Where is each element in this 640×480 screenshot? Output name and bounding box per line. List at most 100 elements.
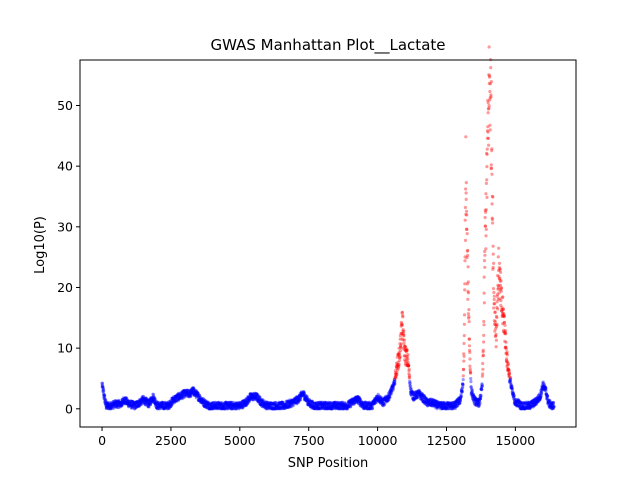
snp-point: [269, 401, 273, 405]
snp-point: [231, 400, 235, 404]
snp-point: [139, 397, 143, 402]
snp-point: [469, 377, 473, 381]
snp-point: [213, 404, 217, 408]
snp-point: [269, 401, 274, 405]
snp-point: [255, 393, 259, 398]
snp-point: [164, 402, 168, 406]
snp-point: [229, 400, 233, 404]
snp-point: [393, 379, 397, 383]
snp-point: [268, 401, 272, 405]
snp-point: [195, 390, 199, 394]
snp-point: [167, 405, 171, 409]
snp-point: [160, 404, 164, 408]
snp-point: [135, 404, 139, 408]
snp-point: [162, 405, 166, 409]
snp-point: [231, 406, 235, 410]
snp-point: [100, 381, 104, 385]
snp-point: [490, 217, 495, 222]
snp-point: [177, 397, 181, 401]
snp-point: [202, 403, 206, 407]
snp-point: [239, 401, 243, 405]
snp-point: [116, 405, 120, 410]
snp-point: [111, 403, 115, 407]
snp-point: [406, 352, 410, 357]
snp-point: [156, 402, 160, 406]
snp-point: [197, 394, 202, 398]
snp-point: [103, 398, 107, 402]
snp-point: [149, 396, 153, 400]
snp-point: [128, 403, 132, 407]
snp-point: [233, 404, 237, 408]
snp-point: [103, 401, 107, 406]
snp-point: [141, 399, 145, 403]
snp-point: [263, 406, 267, 410]
snp-point: [512, 393, 516, 398]
snp-point: [207, 403, 211, 407]
snp-point: [224, 400, 228, 404]
snp-point: [192, 391, 196, 395]
snp-point: [491, 221, 495, 225]
snp-point: [142, 397, 146, 401]
snp-point: [190, 388, 194, 392]
snp-point: [400, 310, 405, 314]
snp-point: [129, 406, 133, 410]
snp-point: [102, 393, 107, 397]
snp-point: [201, 399, 205, 403]
snp-point: [178, 395, 182, 399]
snp-point: [486, 136, 491, 140]
snp-point: [183, 389, 187, 393]
snp-point: [219, 406, 223, 411]
snp-point: [497, 246, 501, 250]
snp-point: [101, 385, 105, 389]
snp-point: [104, 406, 108, 410]
snp-point: [212, 406, 217, 410]
x-axis-label: SNP Position: [288, 456, 369, 471]
snp-point: [464, 197, 468, 201]
snp-point: [171, 400, 175, 404]
snp-point: [461, 378, 465, 382]
snp-point: [101, 389, 105, 394]
snp-point: [236, 402, 240, 406]
snp-point: [143, 400, 147, 405]
snp-point: [181, 389, 185, 393]
snp-point: [242, 400, 246, 404]
snp-point: [242, 401, 246, 405]
snp-point: [139, 400, 143, 404]
snp-point: [489, 80, 493, 84]
snp-point: [161, 406, 165, 411]
snp-point: [213, 402, 217, 407]
snp-point: [259, 400, 263, 404]
snp-point: [152, 400, 156, 404]
snp-point: [217, 401, 221, 405]
snp-point: [190, 390, 194, 395]
snp-point: [465, 213, 469, 217]
snp-point: [244, 397, 248, 401]
snp-point: [140, 399, 144, 403]
snp-point: [120, 397, 124, 401]
snp-point: [237, 400, 241, 405]
snp-point: [176, 391, 181, 395]
snp-point: [106, 401, 110, 405]
snp-point: [111, 405, 115, 409]
snp-point: [509, 377, 513, 381]
snp-point: [246, 397, 250, 401]
snp-point: [112, 401, 116, 405]
snp-point: [255, 392, 259, 396]
snp-point: [188, 395, 192, 399]
snp-point: [111, 404, 115, 408]
snp-point: [496, 307, 500, 311]
snp-point: [189, 394, 193, 398]
snp-point: [238, 403, 242, 407]
snp-point: [264, 404, 268, 408]
snp-point: [227, 401, 231, 405]
snp-point: [239, 401, 243, 405]
snp-point: [169, 399, 173, 403]
snp-point: [254, 398, 259, 402]
snp-point: [171, 395, 175, 399]
snp-point: [129, 403, 133, 407]
snp-point: [131, 404, 135, 408]
snp-point: [221, 403, 225, 408]
snp-point: [179, 390, 183, 394]
snp-point: [499, 289, 503, 293]
snp-point: [104, 403, 108, 407]
